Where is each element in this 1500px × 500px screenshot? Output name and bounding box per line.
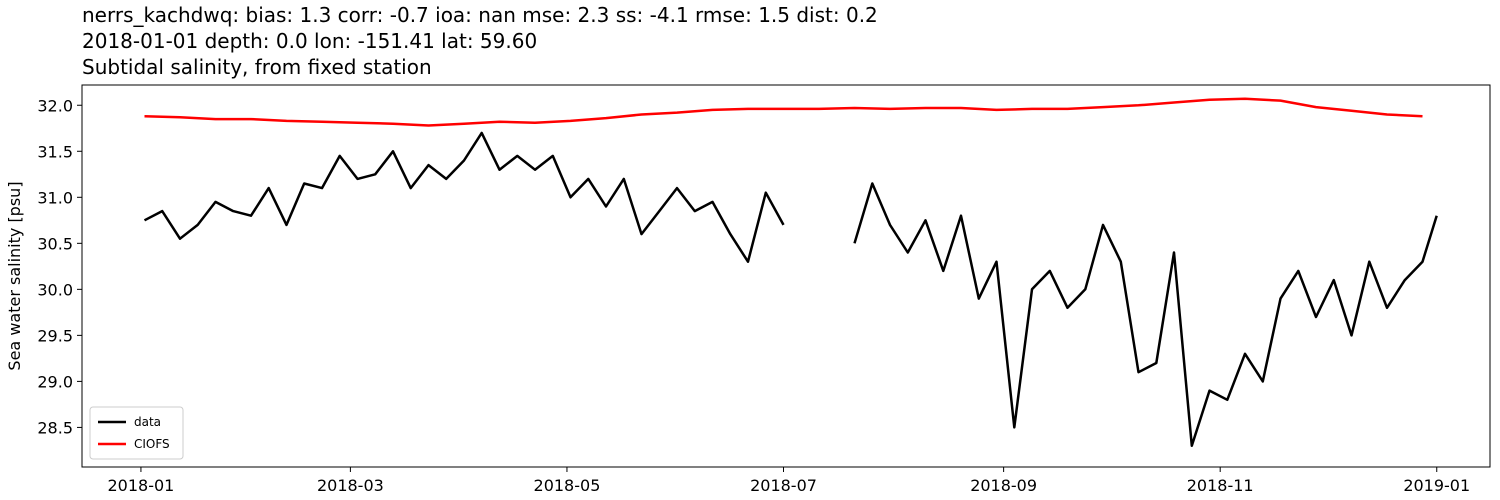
x-tick-label: 2018-03 — [317, 476, 384, 495]
y-axis-label: Sea water salinity [psu] — [5, 181, 24, 370]
plot-frame — [81, 84, 1491, 468]
x-tick-label: 2018-11 — [1187, 476, 1254, 495]
legend-box — [89, 406, 184, 460]
x-tick-label: 2018-05 — [534, 476, 601, 495]
series-line — [144, 97, 1423, 127]
x-tick-label: 2018-09 — [970, 476, 1037, 495]
title-line: 2018-01-01 depth: 0.0 lon: -151.41 lat: … — [82, 29, 537, 53]
y-tick-label: 31.0 — [37, 188, 73, 207]
y-tick-label: 32.0 — [37, 96, 73, 115]
x-tick-label: 2018-01 — [108, 476, 175, 495]
y-tick-label: 28.5 — [37, 418, 73, 437]
title-line: Subtidal salinity, from fixed station — [82, 55, 432, 79]
legend-label: CIOFS — [134, 437, 170, 451]
y-tick-label: 30.0 — [37, 280, 73, 299]
title-line: nerrs_kachdwq: bias: 1.3 corr: -0.7 ioa:… — [82, 3, 878, 27]
x-tick-label: 2018-07 — [750, 476, 817, 495]
series-line — [143, 131, 1438, 448]
x-tick-label: 2019-01 — [1403, 476, 1470, 495]
y-tick-label: 29.5 — [37, 326, 73, 345]
y-tick-label: 30.5 — [37, 234, 73, 253]
y-tick-label: 29.0 — [37, 372, 73, 391]
y-tick-label: 31.5 — [37, 142, 73, 161]
legend-label: data — [134, 415, 161, 429]
